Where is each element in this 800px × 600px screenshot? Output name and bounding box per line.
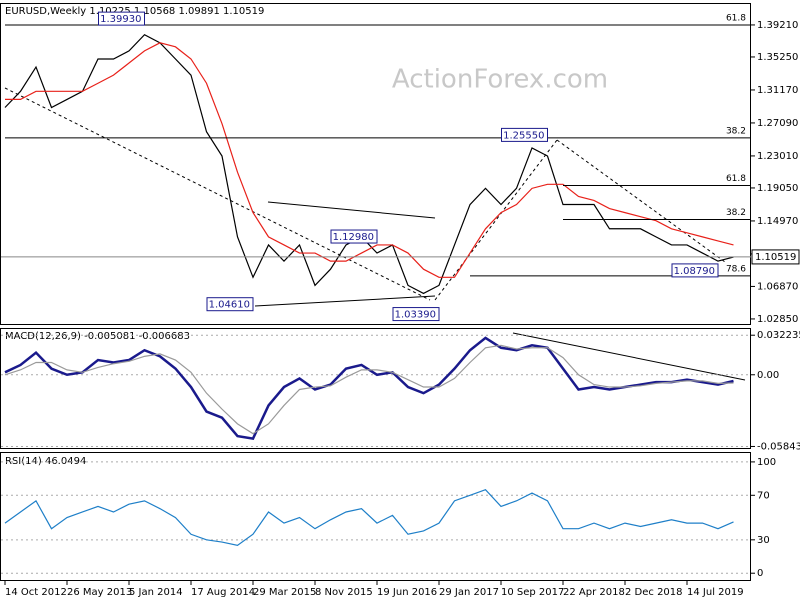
y-tick-label: 70 (757, 490, 770, 501)
y-tick-label: 1.31170 (757, 85, 798, 96)
y-tick-label: 1.06870 (757, 281, 798, 292)
fib-label: 61.8 (726, 174, 746, 184)
y-tick-label: 1.14970 (757, 216, 798, 227)
x-tick-label: 14 Oct 2012 (5, 587, 67, 598)
last-price-box (751, 249, 800, 265)
annotation-label: 1.39930 (100, 14, 141, 25)
price-title: EURUSD,Weekly 1.10225 1.10568 1.09891 1.… (5, 6, 264, 17)
annotation-box (98, 11, 145, 26)
annotation-label: 1.25550 (503, 130, 544, 141)
x-tick-label: 10 Sep 2017 (501, 587, 564, 598)
x-tick-label: 5 Jan 2014 (129, 587, 183, 598)
y-tick-label: 1.02850 (757, 314, 798, 325)
y-tick-label: 1.27090 (757, 118, 798, 129)
annotation-box (330, 229, 378, 244)
x-tick-label: 2 Dec 2018 (625, 587, 683, 598)
macd-title: MACD(12,26,9) -0.005081 -0.006683 (5, 331, 190, 342)
series-line (4, 33, 734, 295)
y-tick-label: 100 (757, 457, 776, 468)
annotation-box (501, 127, 548, 142)
series-line (4, 489, 734, 547)
series-line (5, 42, 734, 278)
annotation-box (671, 263, 719, 278)
y-tick-label: 30 (757, 535, 770, 546)
annotation-label: 1.12980 (333, 232, 374, 243)
y-tick-label: 1.39210 (757, 20, 798, 31)
x-tick-label: 17 Aug 2014 (191, 587, 255, 598)
x-tick-label: 26 May 2013 (67, 587, 132, 598)
fib-label: 78.6 (726, 264, 746, 274)
y-tick-label: -0.058434 (757, 441, 800, 452)
macd-panel (0, 328, 751, 449)
annotation-label: 1.04610 (209, 300, 250, 311)
price-panel (0, 3, 751, 325)
y-tick-label: 0 (757, 568, 763, 579)
y-tick-label: 0.032235 (757, 330, 800, 341)
watermark: ActionForex.com (392, 65, 608, 95)
x-tick-label: 19 Jun 2016 (377, 587, 437, 598)
annotation-label: 1.08790 (674, 266, 715, 277)
series-line (4, 336, 734, 440)
last-price-label: 1.10519 (755, 252, 796, 263)
rsi-panel (0, 452, 751, 581)
y-tick-label: 1.35250 (757, 52, 798, 63)
y-tick-label: 1.19050 (757, 183, 798, 194)
y-tick-label: 0.00 (757, 370, 779, 381)
x-tick-label: 22 Apr 2018 (563, 587, 625, 598)
annotation-box (206, 297, 254, 312)
y-tick-label: 1.23010 (757, 151, 798, 162)
annotation-label: 1.03390 (395, 310, 436, 321)
fib-label: 38.2 (726, 126, 746, 136)
trendlines (4, 87, 746, 381)
fib-label: 38.2 (726, 208, 746, 218)
series-line (4, 344, 734, 435)
x-tick-label: 8 Nov 2015 (315, 587, 373, 598)
fib-label: 61.8 (726, 13, 746, 23)
annotation-box (392, 307, 440, 322)
x-tick-label: 14 Jul 2019 (687, 587, 744, 598)
x-tick-label: 29 Jan 2017 (439, 587, 499, 598)
x-tick-label: 29 Mar 2015 (253, 587, 316, 598)
rsi-title: RSI(14) 46.0494 (5, 456, 86, 467)
